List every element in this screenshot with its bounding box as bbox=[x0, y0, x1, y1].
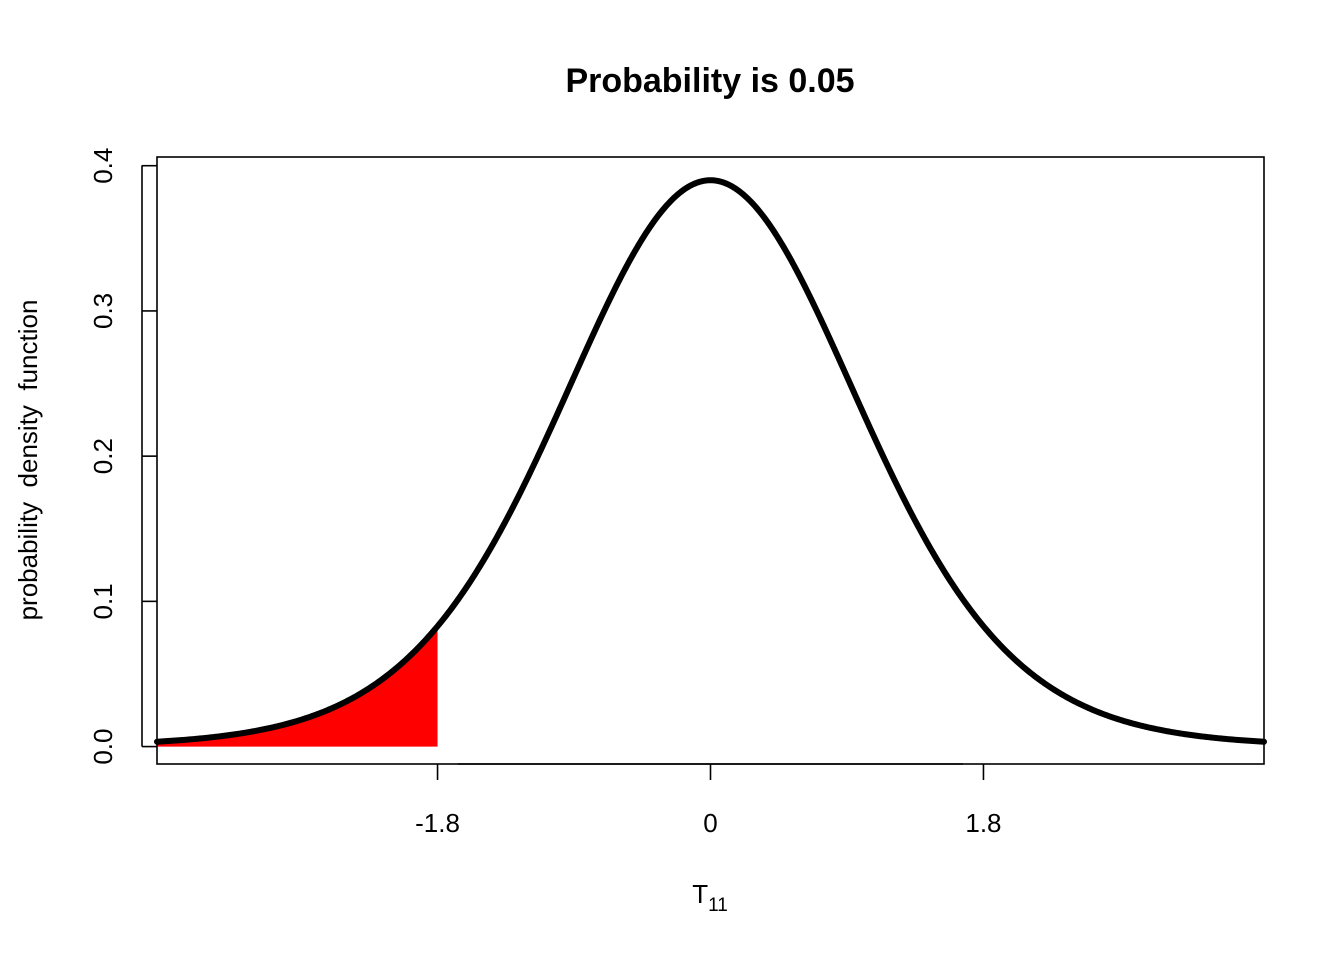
y-tick-label: 0.0 bbox=[88, 728, 118, 764]
plot-frame bbox=[156, 156, 1265, 765]
y-tick-label: 0.1 bbox=[88, 583, 118, 619]
chart-title: Probability is 0.05 bbox=[565, 62, 854, 100]
y-tick-label: 0.4 bbox=[88, 148, 118, 184]
x-tick-label: -1.8 bbox=[415, 808, 460, 838]
x-axis: -1.8 0 1.8 bbox=[415, 763, 1002, 838]
x-axis-title-main: T bbox=[692, 879, 708, 909]
y-tick-label: 0.3 bbox=[88, 293, 118, 329]
shaded-tail-area bbox=[157, 626, 438, 747]
x-axis-title-subscript: 11 bbox=[708, 895, 728, 916]
x-axis-title: T11 bbox=[692, 879, 728, 916]
y-axis: 0.0 0.1 0.2 0.3 0.4 bbox=[88, 148, 157, 765]
y-tick-label: 0.2 bbox=[88, 438, 118, 474]
x-tick-label: 1.8 bbox=[965, 808, 1001, 838]
density-curve bbox=[154, 177, 1267, 745]
x-tick-label: 0 bbox=[703, 808, 717, 838]
y-axis-title: probability density function bbox=[13, 300, 43, 621]
plot-area bbox=[154, 177, 1267, 747]
